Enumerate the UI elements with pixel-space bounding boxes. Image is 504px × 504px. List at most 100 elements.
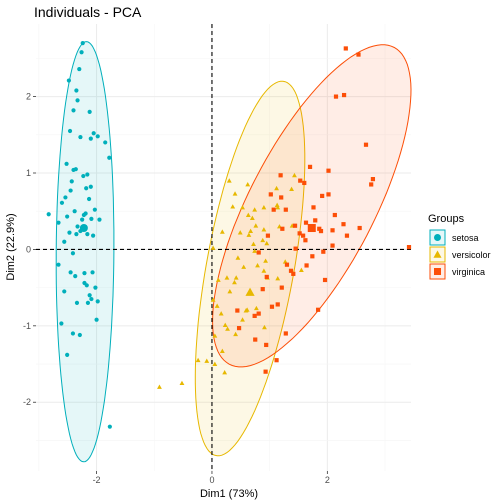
point-versicolor [227,289,233,294]
point-versicolor [274,202,280,208]
point-versicolor [210,297,216,302]
point-setosa [74,300,80,305]
point-virginica [292,223,298,228]
mean-point-versicolor [245,287,255,296]
point-setosa [88,184,93,189]
point-virginica [310,254,315,259]
point-setosa [67,128,73,134]
point-setosa [80,217,85,222]
y-tick-label: 2 [26,92,31,102]
point-virginica [304,263,309,268]
point-virginica [283,207,288,212]
point-versicolor [212,333,218,338]
point-versicolor [204,358,210,363]
point-versicolor [253,223,259,228]
point-setosa [79,50,84,55]
point-virginica [271,207,276,212]
y-tick-label: -1 [23,321,31,331]
legend-item-virginica: virginica [429,263,485,280]
point-setosa [62,289,67,294]
point-versicolor [214,303,220,308]
point-setosa [72,209,77,214]
series-virginica [235,46,412,374]
point-versicolor [245,212,251,217]
point-setosa [62,239,67,244]
point-versicolor [282,259,288,264]
point-virginica [356,52,361,57]
point-virginica [291,271,296,276]
grid [36,24,411,471]
point-versicolor [240,204,245,210]
point-virginica [279,285,284,290]
point-setosa [65,352,70,357]
point-versicolor [260,237,266,243]
point-versicolor [255,263,260,268]
point-setosa [93,285,98,290]
point-setosa [85,172,90,177]
point-versicolor [179,380,185,386]
point-setosa [91,233,96,238]
point-setosa [77,66,82,72]
plot-panel [36,24,411,471]
point-setosa [74,232,79,237]
y-tick-label: 1 [26,168,31,178]
point-virginica [326,192,331,197]
point-versicolor [232,191,238,196]
point-setosa [97,217,102,222]
point-versicolor [235,255,241,260]
point-setosa [71,108,76,113]
point-virginica [343,46,348,51]
point-virginica [311,205,316,210]
point-setosa [87,293,92,298]
point-virginica [280,226,285,231]
point-versicolor [222,322,228,327]
y-axis-ticks: -2 -1 0 1 2 [23,92,36,407]
point-setosa [85,232,90,237]
legend-symbol-setosa [434,234,441,241]
point-virginica [316,307,321,312]
point-versicolor [195,357,201,363]
x-axis-title: Dim1 (73%) [200,488,258,500]
point-virginica [253,337,258,342]
point-setosa [90,270,95,275]
point-setosa [67,230,72,235]
point-versicolor [264,240,270,246]
point-versicolor [237,230,243,235]
point-versicolor [225,326,230,331]
point-setosa [89,296,94,302]
point-setosa [56,220,61,225]
point-versicolor [261,204,267,210]
point-versicolor [245,182,251,187]
point-setosa [46,212,51,217]
point-setosa [85,300,91,305]
point-virginica [256,250,261,255]
point-virginica [344,233,350,238]
point-versicolor [253,305,259,311]
point-versicolor [263,258,269,263]
point-virginica [321,249,326,254]
legend-symbol-versicolor [433,250,442,258]
point-setosa [73,167,78,172]
x-axis-ticks: -2 0 2 [93,471,330,485]
point-virginica [269,304,275,309]
point-virginica [307,164,313,169]
point-virginica [326,168,331,173]
point-setosa [81,173,86,179]
point-virginica [236,326,242,331]
point-versicolor [219,348,225,353]
point-versicolor [248,228,254,234]
point-versicolor [262,324,267,330]
ellipse-versicolor [194,80,306,457]
point-setosa [91,131,96,136]
x-tick-label: -2 [93,475,101,485]
reference-lines [36,24,411,471]
point-setosa [56,262,61,267]
legend-label-virginica: virginica [452,267,485,277]
point-virginica [303,220,309,225]
data-points [46,41,412,429]
point-versicolor [157,384,162,389]
point-versicolor [292,172,297,178]
point-virginica [284,262,290,267]
point-versicolor [219,229,225,234]
point-virginica [341,222,346,227]
